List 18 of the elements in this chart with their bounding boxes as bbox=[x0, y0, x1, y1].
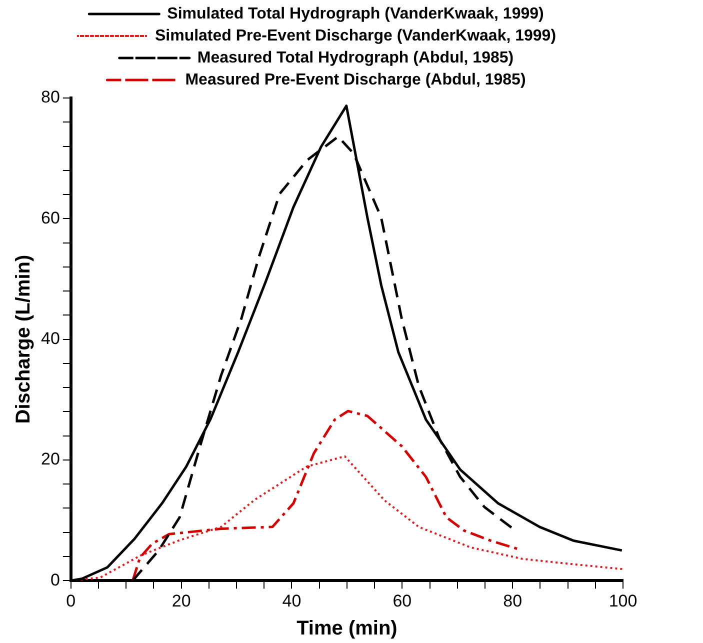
x-tick-label: 60 bbox=[392, 591, 412, 610]
y-axis-title: Discharge (L/min) bbox=[12, 254, 35, 424]
x-tick-label: 0 bbox=[66, 591, 76, 610]
line-series bbox=[131, 410, 520, 581]
y-tick-label: 60 bbox=[40, 208, 60, 228]
x-tick-label: 80 bbox=[503, 591, 522, 610]
x-axis-title: Time (min) bbox=[296, 618, 398, 640]
x-tick-label: 20 bbox=[172, 591, 191, 610]
y-tick-label: 20 bbox=[40, 450, 60, 469]
x-tick-label: 100 bbox=[608, 591, 638, 610]
y-tick-label: 40 bbox=[40, 328, 60, 348]
legend-label: Measured Total Hydrograph (Abdul, 1985) bbox=[197, 49, 514, 66]
legend-label: Simulated Pre-Event Discharge (VanderKwaak, 1999) bbox=[154, 27, 556, 44]
x-tick-label: 40 bbox=[282, 591, 302, 610]
legend-label: Measured Pre-Event Discharge (Abdul, 1985) bbox=[185, 71, 526, 88]
y-tick-label: 0 bbox=[50, 570, 60, 590]
y-tick-label: 80 bbox=[40, 88, 60, 107]
legend-label: Simulated Total Hydrograph (VanderKwaak, 1999) bbox=[167, 5, 544, 22]
